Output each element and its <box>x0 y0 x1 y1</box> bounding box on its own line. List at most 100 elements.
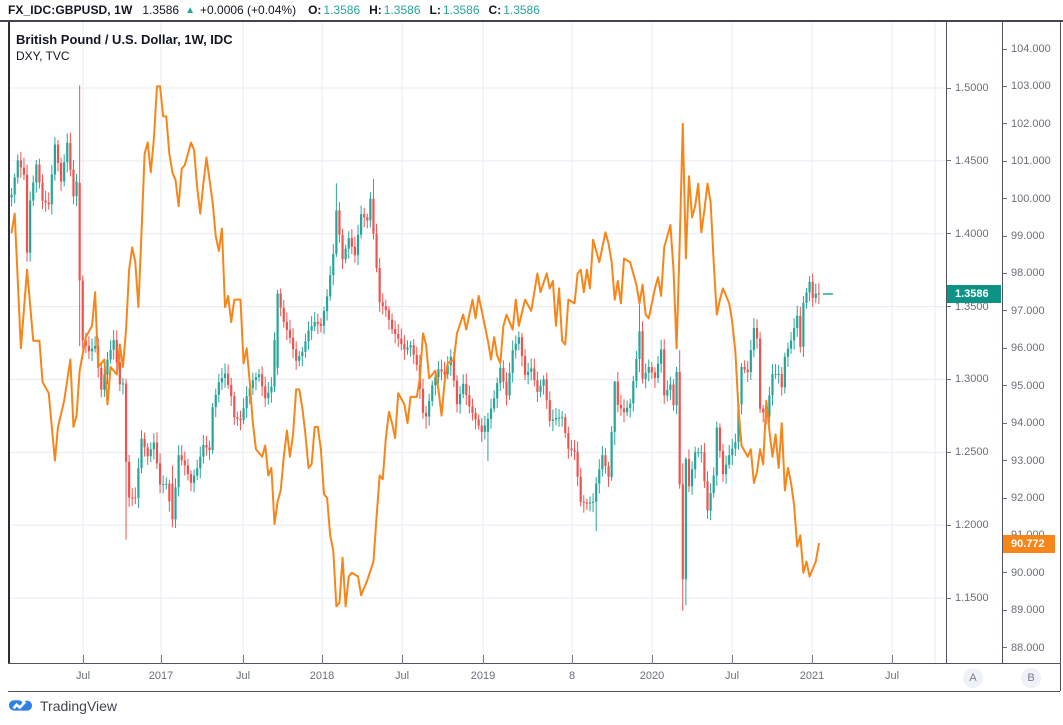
gbp-scale-border <box>946 22 947 691</box>
time-axis-tick <box>83 655 84 664</box>
open-value: 1.3586 <box>323 3 361 17</box>
tick-text: 89.000 <box>1011 604 1045 617</box>
tick-text: 88.000 <box>1011 641 1045 654</box>
tick-dash <box>947 87 951 89</box>
tick-dash <box>947 451 951 453</box>
time-axis-label: 2021 <box>799 670 825 682</box>
time-axis-tick <box>402 655 403 664</box>
tick-text: 1.3000 <box>955 373 989 386</box>
low-value: 1.3586 <box>442 3 480 17</box>
tick-dash <box>947 524 951 526</box>
close-value: 1.3586 <box>503 3 540 17</box>
tick-text: 1.3500 <box>955 300 989 313</box>
time-axis-label: Jul <box>724 670 740 682</box>
price-tick-label: 97.000 <box>1003 304 1045 318</box>
price-change: +0.0006 (+0.04%) <box>200 3 297 17</box>
tick-dash <box>1003 273 1007 275</box>
time-axis-tick <box>572 655 573 664</box>
right-edge-border <box>1060 22 1061 691</box>
tick-dash <box>1003 198 1007 200</box>
price-tick-label: 1.2000 <box>947 518 989 532</box>
maximize-pane-a-button[interactable]: A <box>963 668 983 688</box>
tick-text: 97.000 <box>1011 304 1045 317</box>
price-chart-canvas[interactable] <box>8 22 946 663</box>
price-tick-label: 104.000 <box>1003 42 1051 56</box>
symbol-info-bar: FX_IDC:GBPUSD, 1W 1.3586 ▲ +0.0006 (+0.0… <box>0 0 1063 20</box>
time-axis-label: 2019 <box>470 670 496 682</box>
tick-dash <box>1003 497 1007 499</box>
price-tick-label: 92.000 <box>1003 491 1045 505</box>
price-tick-label: 1.3500 <box>947 300 989 314</box>
tick-text: 102.000 <box>1011 117 1051 130</box>
time-axis-tick <box>483 655 484 664</box>
tick-dash <box>1003 385 1007 387</box>
pane-bottom-border <box>8 663 1060 664</box>
low-label: L: <box>429 3 441 17</box>
gbp-last-price-label: 1.3586 <box>947 285 1001 304</box>
price-tick-label: 1.4000 <box>947 227 989 241</box>
price-tick-label: 89.000 <box>1003 603 1045 617</box>
tradingview-attribution[interactable]: TradingView <box>8 698 117 714</box>
dxy-price-scale[interactable]: 90.772 104.000 103.000 102.000 101.000 100.0… <box>1003 22 1060 663</box>
tick-dash <box>947 597 951 599</box>
dxy-overlay-line <box>10 85 820 608</box>
tick-text: 101.000 <box>1011 155 1051 168</box>
tick-text: 1.5000 <box>955 82 989 94</box>
price-tick-label: 101.000 <box>1003 154 1051 168</box>
time-axis-tick <box>652 655 653 664</box>
tick-text: 99.000 <box>1011 230 1045 243</box>
price-tick-label: 103.000 <box>1003 79 1051 93</box>
open-label: O: <box>308 3 322 17</box>
price-tick-label: 93.000 <box>1003 454 1045 468</box>
price-tick-label: 88.000 <box>1003 641 1045 655</box>
time-axis-bottom-border <box>8 691 1060 692</box>
tick-text: 1.2500 <box>955 446 989 459</box>
price-tick-label: 99.000 <box>1003 229 1045 243</box>
time-axis-label: 2018 <box>309 670 335 682</box>
time-axis-tick <box>812 655 813 664</box>
price-tick-label: 98.000 <box>1003 266 1045 280</box>
time-axis-label: Jul <box>75 670 91 682</box>
price-tick-label: 1.5000 <box>947 81 989 95</box>
time-axis-label: 2020 <box>639 670 665 682</box>
tick-text: 96.000 <box>1011 342 1045 355</box>
tick-dash <box>1003 235 1007 237</box>
tick-dash <box>1003 422 1007 424</box>
tick-dash <box>1003 123 1007 125</box>
tick-text: 1.1500 <box>955 591 989 604</box>
time-axis-tick <box>243 655 244 664</box>
tick-text: 104.000 <box>1011 43 1051 55</box>
gbpusd-candlestick-series <box>10 85 820 611</box>
tradingview-brand-text[interactable]: TradingView <box>40 698 118 714</box>
price-tick-label: 1.2500 <box>947 445 989 459</box>
tick-text: 92.000 <box>1011 491 1045 504</box>
tick-text: 95.000 <box>1011 379 1045 392</box>
price-tick-label: 102.000 <box>1003 117 1051 131</box>
chart-pane[interactable]: British Pound / U.S. Dollar, 1W, IDC DXY… <box>8 22 946 663</box>
dxy-last-price-label: 90.772 <box>1003 534 1055 553</box>
tick-dash <box>947 379 951 381</box>
tick-text: 93.000 <box>1011 454 1045 467</box>
tick-dash <box>1003 86 1007 87</box>
maximize-pane-b-button[interactable]: B <box>1021 668 1041 688</box>
time-axis[interactable]: Jul 2017 Jul 2018 Jul 2019 8 2020 Jul 2021 Jul <box>8 655 1060 691</box>
price-tick-label: 90.000 <box>1003 566 1045 580</box>
tick-text: 98.000 <box>1011 267 1045 280</box>
tick-text: 1.4000 <box>955 227 989 240</box>
time-axis-label: 8 <box>568 670 576 682</box>
price-up-arrow-icon: ▲ <box>185 4 195 16</box>
gbp-price-scale[interactable]: 1.3586 1.5000 1.4500 1.4000 1.3500 1.3000 1.2… <box>947 22 1002 663</box>
last-price: 1.3586 <box>142 3 180 17</box>
price-tick-label: 1.1500 <box>947 591 989 605</box>
toolbar-separator <box>0 20 1063 22</box>
time-axis-tick <box>322 655 323 664</box>
price-tick-label: 96.000 <box>1003 341 1045 355</box>
price-tick-label: 100.000 <box>1003 192 1051 206</box>
time-axis-label: Jul <box>394 670 410 682</box>
pane-left-border <box>8 22 10 691</box>
dxy-scale-border <box>1002 22 1003 691</box>
tick-dash <box>1003 460 1007 462</box>
tick-text: 1.2000 <box>955 519 989 532</box>
high-value: 1.3586 <box>383 3 421 17</box>
tick-dash <box>1003 48 1007 50</box>
